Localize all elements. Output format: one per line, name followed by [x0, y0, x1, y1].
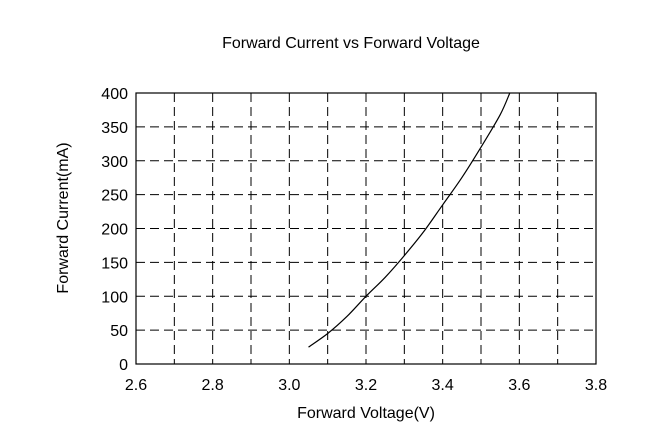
- x-tick-label: 3.0: [278, 377, 300, 394]
- plot-frame: [135, 92, 597, 365]
- y-tick-label: 50: [110, 323, 128, 340]
- y-tick-label: 300: [101, 154, 128, 171]
- x-tick-label: 3.4: [432, 377, 454, 394]
- x-tick-label: 3.6: [508, 377, 530, 394]
- x-axis-label: Forward Voltage(V): [297, 405, 435, 422]
- series-line: [308, 92, 511, 348]
- y-tick-label: 250: [101, 188, 128, 205]
- y-tick-label: 200: [101, 222, 128, 239]
- x-tick-label: 3.8: [585, 377, 607, 394]
- y-tick-label: 0: [119, 357, 128, 374]
- x-tick-label: 2.6: [125, 377, 147, 394]
- y-axis-label: Forward Current(mA): [55, 142, 72, 293]
- grid-lines: [136, 93, 596, 364]
- y-tick-label: 150: [101, 255, 128, 272]
- x-tick-label: 3.2: [355, 377, 377, 394]
- y-tick-label: 400: [101, 86, 128, 103]
- y-tick-label: 350: [101, 120, 128, 137]
- x-tick-label: 2.8: [202, 377, 224, 394]
- x-tick-labels: 2.6 2.8 3.0 3.2 3.4 3.6 3.8: [125, 377, 607, 394]
- chart-title: Forward Current vs Forward Voltage: [222, 35, 480, 52]
- y-tick-label: 100: [101, 289, 128, 306]
- y-tick-labels: 0 50 100 150 200 250 300 350 400: [101, 86, 128, 374]
